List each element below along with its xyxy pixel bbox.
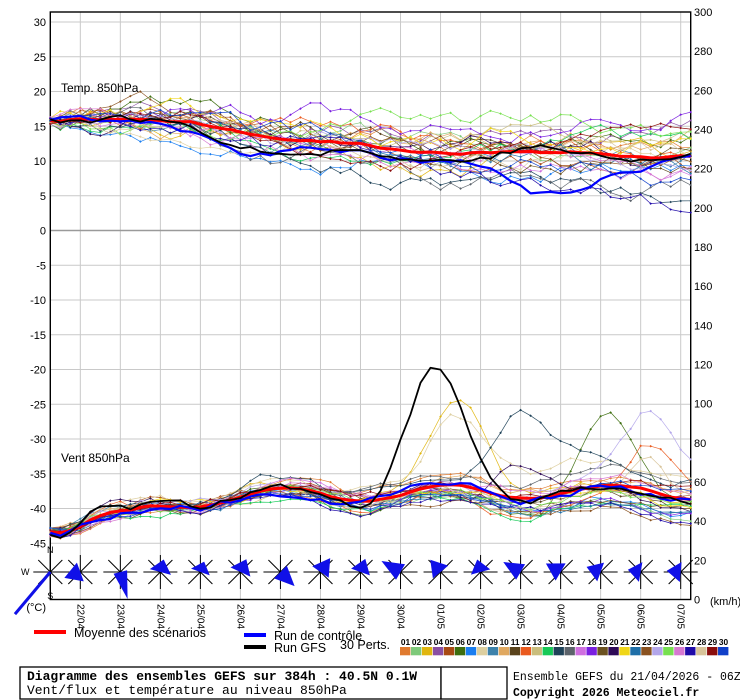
svg-text:40: 40 <box>694 516 706 528</box>
svg-text:-10: -10 <box>30 295 46 307</box>
svg-text:-30: -30 <box>30 434 46 446</box>
svg-text:30/04: 30/04 <box>395 604 406 629</box>
svg-text:180: 180 <box>694 242 712 254</box>
svg-text:19: 19 <box>598 637 608 647</box>
svg-text:13: 13 <box>532 637 542 647</box>
svg-text:0: 0 <box>694 595 700 607</box>
svg-text:09: 09 <box>489 637 499 647</box>
svg-text:100: 100 <box>694 399 712 411</box>
svg-text:300: 300 <box>694 7 712 19</box>
svg-text:Vent/flux et température au ni: Vent/flux et température au niveau 850hP… <box>27 683 347 698</box>
svg-text:260: 260 <box>694 85 712 97</box>
svg-text:10: 10 <box>34 156 46 168</box>
svg-text:03/05: 03/05 <box>515 604 526 629</box>
svg-text:220: 220 <box>694 164 712 176</box>
svg-text:18: 18 <box>587 637 597 647</box>
svg-text:21: 21 <box>620 637 630 647</box>
svg-text:23: 23 <box>642 637 652 647</box>
svg-text:30 Perts.: 30 Perts. <box>340 638 390 652</box>
svg-text:120: 120 <box>694 360 712 372</box>
svg-text:08: 08 <box>478 637 488 647</box>
svg-text:Ensemble GEFS du 21/04/2026 -: Ensemble GEFS du 21/04/2026 - 06Z <box>513 671 740 684</box>
svg-text:-20: -20 <box>30 365 46 377</box>
svg-text:200: 200 <box>694 203 712 215</box>
svg-text:Diagramme des ensembles GEFS s: Diagramme des ensembles GEFS sur 384h : … <box>27 669 417 684</box>
svg-text:Vent 850hPa: Vent 850hPa <box>61 451 130 465</box>
svg-text:0: 0 <box>40 226 46 238</box>
svg-text:07: 07 <box>467 637 477 647</box>
svg-text:16: 16 <box>565 637 575 647</box>
svg-text:Run GFS: Run GFS <box>274 641 326 655</box>
svg-text:10: 10 <box>500 637 510 647</box>
svg-text:20: 20 <box>34 87 46 99</box>
svg-text:29: 29 <box>708 637 718 647</box>
svg-text:140: 140 <box>694 320 712 332</box>
svg-text:Copyright 2026 Meteociel.fr: Copyright 2026 Meteociel.fr <box>513 687 699 700</box>
svg-text:25: 25 <box>34 52 46 64</box>
svg-text:(°C): (°C) <box>26 602 46 614</box>
svg-text:29/04: 29/04 <box>354 604 365 629</box>
svg-text:-35: -35 <box>30 469 46 481</box>
svg-text:280: 280 <box>694 46 712 58</box>
svg-text:15: 15 <box>554 637 564 647</box>
svg-text:26: 26 <box>675 637 685 647</box>
svg-text:20: 20 <box>609 637 619 647</box>
svg-text:5: 5 <box>40 191 46 203</box>
svg-text:27: 27 <box>686 637 696 647</box>
svg-text:(km/h): (km/h) <box>710 596 740 608</box>
svg-text:60: 60 <box>694 477 706 489</box>
svg-text:01: 01 <box>401 637 411 647</box>
svg-text:22: 22 <box>631 637 641 647</box>
svg-text:06: 06 <box>456 637 466 647</box>
svg-text:27/04: 27/04 <box>274 604 285 629</box>
svg-text:160: 160 <box>694 281 712 293</box>
svg-text:80: 80 <box>694 438 706 450</box>
svg-text:28/04: 28/04 <box>314 604 325 629</box>
svg-text:12: 12 <box>521 637 531 647</box>
svg-text:07/05: 07/05 <box>675 604 686 629</box>
svg-text:03: 03 <box>423 637 433 647</box>
svg-text:24: 24 <box>653 637 663 647</box>
svg-text:02: 02 <box>412 637 422 647</box>
svg-text:11: 11 <box>511 637 520 647</box>
svg-text:26/04: 26/04 <box>234 604 245 629</box>
svg-text:28: 28 <box>697 637 707 647</box>
svg-text:S: S <box>47 591 53 601</box>
svg-text:14: 14 <box>543 637 553 647</box>
svg-text:25: 25 <box>664 637 674 647</box>
svg-text:01/05: 01/05 <box>435 604 446 629</box>
svg-text:Moyenne des scénarios: Moyenne des scénarios <box>74 626 206 640</box>
svg-text:W: W <box>21 567 30 577</box>
svg-text:15: 15 <box>34 121 46 133</box>
svg-text:06/05: 06/05 <box>635 604 646 629</box>
svg-text:Temp. 850hPa: Temp. 850hPa <box>61 81 139 95</box>
svg-text:-40: -40 <box>30 504 46 516</box>
svg-text:05/05: 05/05 <box>595 604 606 629</box>
svg-text:240: 240 <box>694 125 712 137</box>
svg-text:-45: -45 <box>30 538 46 550</box>
svg-text:17: 17 <box>576 637 586 647</box>
svg-text:N: N <box>47 545 54 555</box>
svg-text:-5: -5 <box>36 260 46 272</box>
svg-text:02/05: 02/05 <box>475 604 486 629</box>
svg-text:04: 04 <box>434 637 444 647</box>
svg-text:04/05: 04/05 <box>555 604 566 629</box>
svg-text:05: 05 <box>445 637 455 647</box>
svg-text:-15: -15 <box>30 330 46 342</box>
svg-text:30: 30 <box>719 637 729 647</box>
svg-text:20: 20 <box>694 555 706 567</box>
svg-text:30: 30 <box>34 17 46 29</box>
svg-text:-25: -25 <box>30 399 46 411</box>
